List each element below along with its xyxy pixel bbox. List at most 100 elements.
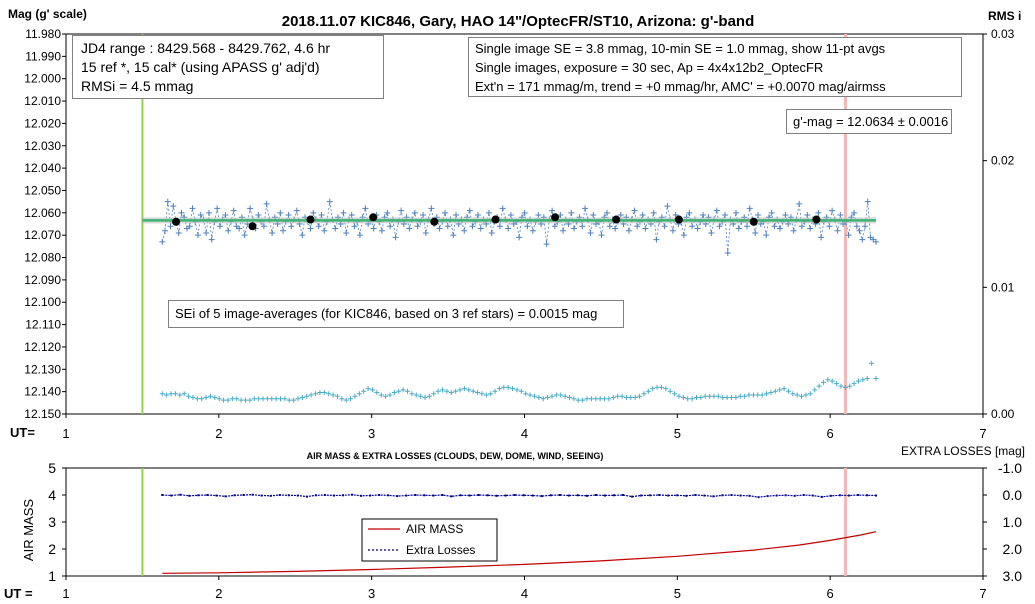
extra-losses-point [558,494,561,496]
info-right-line-3: Ext'n = 171 mmag/m, trend = +0 mmag/hr, … [475,79,886,94]
rms-point [531,393,537,399]
mag-point [214,205,221,212]
rms-point [847,383,853,389]
rms-point [856,378,862,384]
rms-point [216,396,222,402]
extra-losses-point [251,493,254,496]
top-y-tick-label: 12.140 [24,385,61,399]
mag-point [496,223,503,230]
mag-point [724,250,731,257]
rms-point [440,387,446,393]
rms-point [470,388,476,394]
rms-point [829,378,835,384]
extra-losses-point [694,494,697,496]
top-y-tick-label: 12.120 [24,340,61,354]
extra-losses-point [712,495,715,498]
extra-losses-point [513,494,516,496]
extra-losses-point [775,494,778,497]
top-y-tick-label: 12.060 [24,206,61,220]
rms-point [764,391,770,397]
mag-point [768,209,775,216]
extra-losses-point [260,494,263,497]
rms-point [383,393,389,399]
bottom-y-tick-label: 4 [48,487,56,503]
rms-point [273,396,279,402]
extra-losses-point [567,494,570,497]
extra-losses-point [468,494,471,497]
rms-point [755,392,761,398]
top-x-tick-label: 3 [368,426,375,441]
mag-point [834,227,841,234]
mag-point [398,207,405,214]
extra-losses-point [594,494,597,496]
mag-point [356,232,363,239]
mag-point [263,200,270,207]
extra-losses-point [838,494,841,497]
rms-point [676,393,682,399]
gmag-label: g'-mag = 12.0634 ± 0.0016 [793,114,949,129]
top-y2-tick-label: 0.01 [991,280,1015,294]
rms-point [225,397,231,403]
rms-point [505,384,511,390]
extra-losses-point [631,495,634,498]
mag-point [332,225,339,232]
sei-label: SEi of 5 image-averages (for KIC846, bas… [175,306,598,321]
mag-point [617,212,624,219]
extra-losses-point [314,494,317,497]
rms-point [641,391,647,397]
mag-point [387,223,394,230]
bottom-y2-axis-label: EXTRA LOSSES [mag] [901,444,1025,458]
mag-point [293,207,300,214]
rms-point [777,387,783,393]
airmass-line [162,531,877,574]
rms-point [457,387,463,393]
rms-point [475,389,481,395]
mag-point [392,234,399,241]
info-left-line-1: JD4 range : 8429.568 - 8429.762, 4.6 hr [81,40,331,56]
mag-point [315,223,322,230]
mag-point [873,238,880,245]
mag-point [444,223,451,230]
top-y2-axis-label: RMS i [988,9,1021,23]
rms-point [269,396,275,402]
rms-point [575,397,581,403]
rms-point [221,397,227,403]
rms-point [715,393,721,399]
mag-point [686,209,693,216]
mag-point [862,223,869,230]
mag-point [807,225,814,232]
mag-point [340,209,347,216]
mag-point [269,229,276,236]
rms-point [234,396,240,402]
info-right-line-2: Single images, exposure = 30 sec, Ap = 4… [475,60,824,75]
extra-losses-point [161,494,164,496]
extra-losses-point [739,494,742,497]
rms-point [334,393,340,399]
mag-point [222,212,229,219]
rms-point [658,384,664,390]
gmag-box: g'-mag = 12.0634 ± 0.0016 [786,109,952,134]
rms-point [365,386,371,392]
rms-point [685,396,691,402]
extra-losses-point [170,494,173,497]
mag-point [579,223,586,230]
top-x-tick-label: 1 [62,426,69,441]
mag-point [362,205,369,212]
mag-point [189,205,196,212]
rms-point [799,393,805,399]
rms-point [834,381,840,387]
rms-point [435,388,441,394]
mag-point [669,227,676,234]
mag-point [713,207,720,214]
avg-point [491,215,500,224]
mag-point [277,209,284,216]
rms-point [256,396,262,402]
rms-point [501,384,507,390]
top-y2-tick-label: 0.00 [991,407,1015,421]
bottom-x-tick-label: 5 [674,586,681,601]
mag-point [851,209,858,216]
extra-losses-point [640,494,643,497]
extra-losses-point [432,494,435,497]
mag-point [694,225,701,232]
mag-point [776,225,783,232]
